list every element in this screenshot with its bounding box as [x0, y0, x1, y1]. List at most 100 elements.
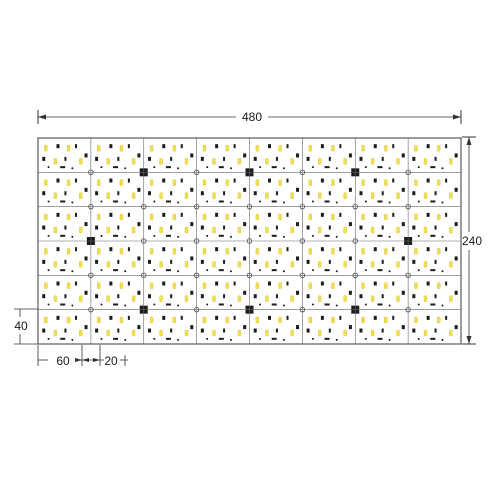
- resistor: [434, 328, 437, 333]
- resistor: [127, 212, 130, 217]
- pad: [153, 303, 156, 306]
- resistor: [60, 166, 66, 169]
- led-chip: [44, 248, 48, 255]
- led-cell: [253, 315, 300, 341]
- height-dimension: 240: [462, 136, 482, 345]
- pad: [441, 167, 444, 170]
- resistor: [117, 225, 120, 230]
- resistor: [95, 328, 99, 333]
- led-chip: [159, 226, 163, 234]
- resistor: [137, 325, 141, 330]
- resistor: [95, 191, 99, 196]
- led-chip: [414, 145, 418, 152]
- module-height-dimension: 40: [14, 308, 38, 345]
- resistor: [253, 191, 257, 196]
- resistor: [190, 153, 194, 158]
- led-chip: [184, 158, 189, 165]
- led-chip: [237, 329, 242, 337]
- resistor: [328, 191, 331, 196]
- led-chip: [66, 282, 71, 289]
- led-chip: [202, 179, 207, 186]
- led-chip: [423, 261, 428, 268]
- led-chip: [212, 261, 216, 268]
- resistor: [127, 315, 130, 320]
- resistor: [324, 234, 330, 237]
- resistor: [180, 315, 183, 320]
- pad: [335, 270, 338, 273]
- pad: [335, 235, 338, 238]
- led-chip: [79, 192, 83, 199]
- resistor: [434, 156, 437, 161]
- resistor: [170, 191, 173, 196]
- resistor: [373, 212, 377, 217]
- resistor: [348, 222, 352, 227]
- led-chip: [97, 282, 101, 289]
- resistor: [215, 315, 219, 320]
- led-chip: [131, 158, 136, 165]
- resistor: [215, 144, 219, 149]
- pad: [124, 235, 127, 238]
- led-cell: [95, 247, 141, 273]
- resistor: [147, 328, 151, 333]
- led-chip: [212, 192, 216, 199]
- module-gap-label: 20: [104, 354, 118, 368]
- resistor: [268, 281, 272, 286]
- led-chip: [265, 158, 269, 165]
- resistor: [223, 156, 226, 161]
- led-board: [37, 137, 462, 345]
- led-chip: [66, 179, 71, 186]
- led-cell: [359, 281, 405, 307]
- resistor: [162, 212, 166, 217]
- resistor: [373, 281, 377, 286]
- led-chip: [202, 213, 207, 221]
- resistor: [373, 315, 377, 320]
- resistor: [412, 328, 416, 333]
- led-chip: [423, 226, 428, 234]
- resistor: [434, 294, 437, 299]
- resistor: [426, 247, 430, 252]
- led-cell: [42, 144, 88, 170]
- pad: [441, 201, 444, 204]
- resistor: [170, 225, 173, 230]
- resistor: [215, 178, 219, 183]
- led-chip: [255, 248, 259, 255]
- led-chip: [290, 329, 294, 337]
- resistor: [426, 281, 430, 286]
- led-chip: [370, 192, 375, 199]
- led-chip: [318, 226, 322, 234]
- led-chip: [131, 226, 136, 234]
- resistor: [95, 225, 99, 230]
- resistor: [377, 337, 383, 340]
- resistor: [233, 247, 236, 252]
- led-cell: [412, 247, 458, 273]
- led-chip: [331, 179, 335, 186]
- resistor: [373, 144, 377, 149]
- led-chip: [44, 213, 48, 221]
- resistor: [430, 303, 436, 306]
- led-chip: [159, 261, 163, 268]
- led-chip: [53, 329, 58, 337]
- led-chip: [265, 261, 269, 268]
- pad: [124, 167, 127, 170]
- led-chip: [370, 261, 375, 268]
- pad: [417, 200, 420, 203]
- led-chip: [318, 158, 322, 165]
- resistor: [296, 222, 300, 227]
- resistor: [348, 153, 352, 158]
- resistor: [95, 156, 99, 161]
- resistor: [223, 328, 226, 333]
- led-chip: [237, 261, 242, 268]
- resistor: [253, 259, 257, 264]
- led-chip: [44, 316, 48, 324]
- pad: [364, 166, 367, 169]
- resistor: [253, 328, 257, 333]
- pad: [364, 200, 367, 203]
- resistor: [56, 212, 60, 217]
- resistor: [137, 187, 141, 192]
- resistor: [113, 166, 119, 169]
- resistor: [95, 259, 99, 264]
- resistor: [223, 294, 226, 299]
- resistor: [306, 225, 310, 230]
- resistor: [320, 315, 324, 320]
- pad: [259, 337, 262, 340]
